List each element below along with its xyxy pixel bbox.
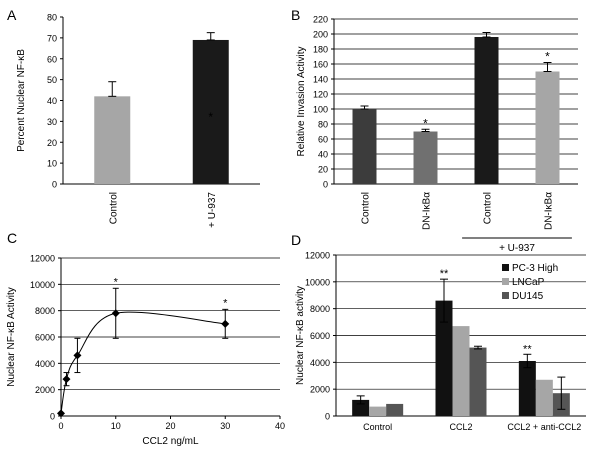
y-tick-label: 180 [313,45,328,55]
y-tick-label: 220 [313,15,328,25]
y-tick-label: 20 [47,138,57,148]
bar [535,71,560,184]
bar [435,300,453,416]
bar [369,406,387,416]
y-tick-label: 2000 [35,385,55,395]
x-tick-label: Control [108,192,119,224]
significance-marker: * [423,116,428,130]
y-tick-label: 140 [313,75,328,85]
y-tick-label: 20 [318,165,328,175]
panel-d-chart: 0 2000 4000 6000 8000 10000 12000 Nuclear NF-κB… [295,251,586,432]
panel-letter-b: B [291,7,300,23]
bar [352,109,377,184]
legend-swatch [502,278,509,285]
y-tick-label: 8000 [35,306,55,316]
x-tick-label: 40 [275,421,285,431]
y-tick-label: 10 [47,159,57,169]
y-tick-label: 60 [318,135,328,145]
bar [469,347,487,416]
panel-a-chart: 0 10 20 30 40 50 60 70 80 Percent Nuclear NF-κB Co… [16,13,260,228]
y-axis-title: Percent Nuclear NF-κB [16,49,27,152]
legend-label: DU145 [512,291,544,302]
data-point [221,319,230,328]
y-tick-label: 10000 [30,280,55,290]
y-tick-label: 0 [325,412,330,422]
bar [474,37,499,184]
significance-marker: ** [523,343,532,355]
x-tick-label: Control [363,422,392,432]
y-tick-label: 6000 [310,331,330,341]
x-tick-label: + U-937 [207,192,218,228]
y-tick-label: 70 [47,33,57,43]
panel-c-chart: 0 2000 4000 6000 8000 10000 12000 0 10 20 30 40 Nucl… [6,254,285,448]
x-tick-label: 10 [111,421,121,431]
x-axis-title: CCL2 ng/mL [142,436,199,447]
x-tick-label: 0 [58,421,63,431]
y-tick-label: 120 [313,90,328,100]
y-tick-label: 100 [313,105,328,115]
panel-b-chart: 0 20 40 60 80 100 120 140 160 180 200 220 Relative I… [296,15,578,254]
y-tick-label: 0 [52,180,57,190]
bar [352,399,370,416]
y-tick-label: 4000 [35,359,55,369]
group-label: + U-937 [499,243,535,254]
legend-label: PC-3 High [512,263,558,274]
bar [413,131,438,184]
y-tick-label: 200 [313,30,328,40]
x-tick-label: Control [361,192,372,224]
y-axis-title: Nuclear NF-κB Activity [6,287,17,386]
x-tick-label: DN-IκBα [544,192,555,230]
data-point [62,375,71,384]
panel-letter-c: C [7,230,17,246]
y-tick-label: 160 [313,60,328,70]
y-tick-label: 0 [50,412,55,422]
legend-swatch [502,292,509,299]
y-tick-label: 60 [47,54,57,64]
panel-letter-a: A [7,7,17,23]
y-tick-label: 80 [47,13,57,23]
bar [452,326,470,416]
y-tick-label: 6000 [35,333,55,343]
y-tick-label: 50 [47,75,57,85]
y-tick-label: 40 [318,150,328,160]
significance-marker: ** [440,268,449,280]
y-axis-title: Nuclear NF-κB activity [295,286,306,385]
x-tick-label: CCL2 [449,422,472,432]
significance-marker: * [208,110,213,124]
x-tick-label: 20 [165,421,175,431]
bar [386,403,404,416]
legend-label: LNCaP [512,277,545,288]
x-tick-label: Control [483,192,494,224]
y-tick-label: 2000 [310,385,330,395]
y-tick-label: 30 [47,117,57,127]
legend-swatch [502,264,509,271]
x-tick-label: DN-IκBα [422,192,433,230]
panel-letter-d: D [291,232,301,248]
data-point [73,351,82,360]
y-tick-label: 10000 [305,277,330,287]
y-axis-title: Relative Invasion Activity [296,46,307,156]
bar [535,379,553,416]
y-tick-label: 12000 [305,251,330,261]
y-tick-label: 0 [323,180,328,190]
data-point [111,309,120,318]
fit-curve [60,311,226,414]
y-tick-label: 4000 [310,358,330,368]
y-tick-label: 8000 [310,304,330,314]
y-tick-label: 40 [47,96,57,106]
x-tick-label: CCL2 + anti-CCL2 [507,422,581,432]
significance-marker: * [223,297,228,309]
y-tick-label: 80 [318,120,328,130]
significance-marker: * [545,50,550,64]
significance-marker: * [114,276,119,288]
data-point [57,409,65,418]
x-tick-label: 30 [220,421,230,431]
y-tick-label: 12000 [30,254,55,264]
bar-u937 [192,39,229,185]
bar-control [94,96,131,184]
bar [518,360,536,416]
